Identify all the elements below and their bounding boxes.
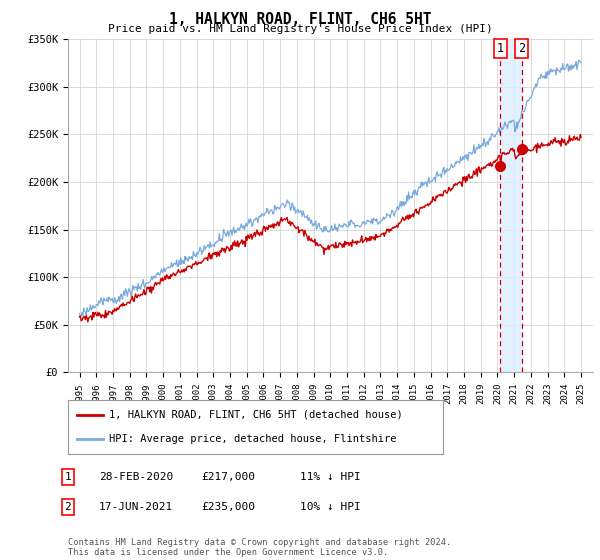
Text: £235,000: £235,000 [201,502,255,512]
Text: 17-JUN-2021: 17-JUN-2021 [99,502,173,512]
Text: 1, HALKYN ROAD, FLINT, CH6 5HT (detached house): 1, HALKYN ROAD, FLINT, CH6 5HT (detached… [109,410,403,420]
Text: Contains HM Land Registry data © Crown copyright and database right 2024.
This d: Contains HM Land Registry data © Crown c… [68,538,451,557]
Text: 1, HALKYN ROAD, FLINT, CH6 5HT: 1, HALKYN ROAD, FLINT, CH6 5HT [169,12,431,27]
Text: Price paid vs. HM Land Registry's House Price Index (HPI): Price paid vs. HM Land Registry's House … [107,24,493,34]
Text: 1: 1 [64,472,71,482]
Text: 2: 2 [64,502,71,512]
Text: 28-FEB-2020: 28-FEB-2020 [99,472,173,482]
Text: 1: 1 [497,42,504,55]
Bar [500,39,522,372]
Text: 10% ↓ HPI: 10% ↓ HPI [300,502,361,512]
Text: HPI: Average price, detached house, Flintshire: HPI: Average price, detached house, Flin… [109,434,397,444]
Text: 11% ↓ HPI: 11% ↓ HPI [300,472,361,482]
Text: £217,000: £217,000 [201,472,255,482]
Text: 2: 2 [518,42,526,55]
